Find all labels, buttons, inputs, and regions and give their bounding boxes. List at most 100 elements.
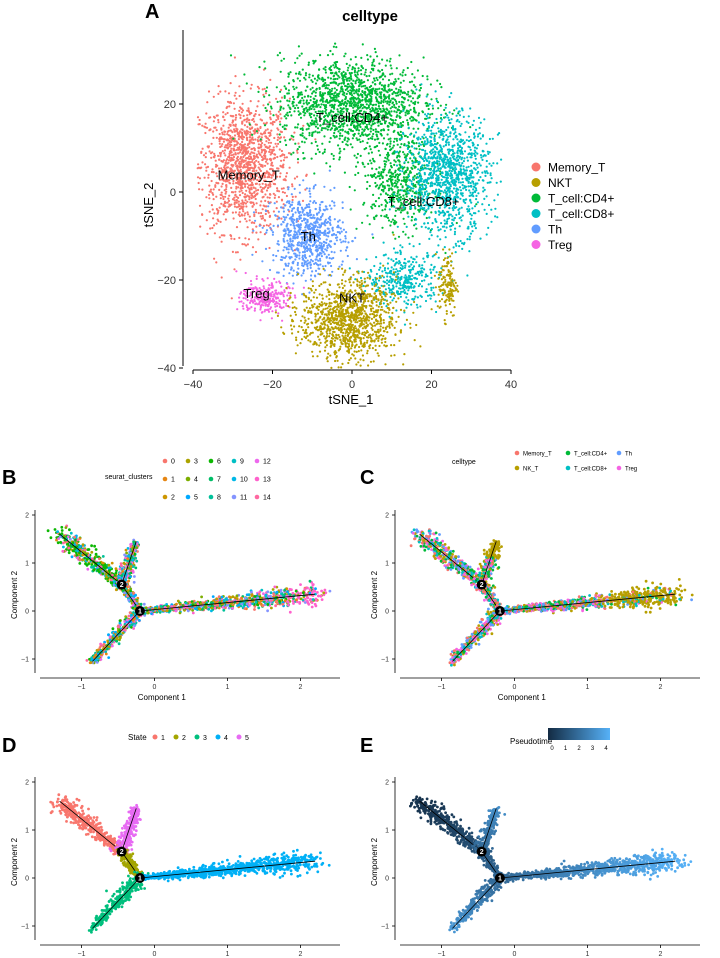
tsne-cell-point (299, 112, 302, 115)
tsne-cell-point (307, 127, 310, 130)
tsne-cell-point (320, 201, 323, 204)
tsne-cell-point (355, 91, 358, 94)
tsne-cell-point (357, 132, 360, 135)
tsne-cell-point (220, 194, 223, 197)
tsne-cell-point (264, 135, 267, 138)
tsne-cell-point (372, 128, 375, 132)
tsne-cell-point (437, 181, 440, 184)
tsne-cell-point (299, 93, 302, 96)
tsne-cell-point (197, 181, 200, 185)
tsne-cell-point (389, 272, 392, 275)
tsne-cell-point (353, 100, 356, 103)
tsne-cell-point (324, 86, 328, 89)
tsne-cell-point (268, 138, 271, 142)
tsne-cell-point (449, 172, 452, 175)
tsne-cell-point (220, 178, 223, 181)
tsne-cell-point (337, 95, 340, 98)
tsne-cell-point (384, 271, 388, 274)
tsne-cell-point (404, 262, 407, 265)
tsne-cell-point (276, 133, 279, 136)
tsne-cell-point (429, 282, 432, 285)
tsne-cell-point (210, 156, 213, 159)
tsne-cell-point (401, 170, 404, 173)
tsne-cell-point (233, 173, 237, 176)
tsne-cell-point (422, 148, 425, 152)
tsne-cell-point (239, 143, 242, 146)
tsne-cell-point (264, 186, 267, 189)
tsne-cell-point (329, 49, 332, 53)
tsne-cell-point (349, 93, 352, 96)
tsne-cell-point (397, 276, 400, 280)
tsne-cell-point (241, 122, 244, 125)
tsne-cell-point (264, 106, 267, 110)
tsne-cell-point (439, 120, 442, 123)
tsne-cell-point (293, 88, 296, 91)
tsne-cell-point (435, 143, 438, 146)
tsne-cell-point (385, 153, 389, 156)
tsne-cell-point (241, 102, 244, 105)
tsne-cell-point (242, 177, 245, 180)
tsne-cell-point (391, 273, 394, 276)
tsne-cell-point (284, 139, 287, 142)
tsne-cell-point (386, 142, 389, 146)
tsne-cell-point (338, 156, 341, 159)
tsne-cell-point (401, 131, 404, 134)
tsne-cell-point (257, 140, 260, 143)
tsne-cell-point (289, 107, 292, 111)
tsne-cell-point (363, 73, 366, 76)
tsne-cell-point (345, 143, 348, 146)
tsne-cell-point (389, 64, 392, 67)
tsne-cell-point (376, 184, 379, 187)
tsne-cell-point (372, 67, 375, 70)
tsne-cell-point (297, 142, 300, 145)
tsne-cell-point (269, 112, 272, 115)
tsne-cell-point (219, 220, 222, 223)
tsne-cell-point (469, 156, 472, 159)
tsne-cell-point (465, 175, 468, 178)
tsne-cell-point (305, 128, 308, 131)
tsne-cell-point (429, 268, 432, 271)
tsne-cell-point (377, 171, 380, 174)
tsne-cell-point (453, 152, 456, 155)
tsne-cell-point (264, 193, 267, 196)
tsne-cell-point (436, 226, 439, 229)
tsne-cell-point (421, 74, 424, 78)
tsne-cell-point (406, 168, 409, 171)
tsne-cell-point (492, 162, 495, 165)
tsne-cell-point (451, 180, 454, 183)
tsne-cell-point (291, 100, 294, 103)
tsne-cell-point (326, 128, 329, 131)
tsne-cell-point (469, 223, 472, 226)
tsne-cell-point (329, 104, 332, 107)
tsne-cell-point (392, 268, 395, 271)
tsne-cell-point (473, 132, 476, 135)
tsne-cell-point (388, 88, 391, 91)
tsne-cell-point (378, 154, 382, 157)
tsne-cell-point (395, 102, 398, 105)
tsne-cell-point (267, 224, 270, 227)
tsne-cell-point (416, 296, 419, 299)
tsne-cell-point (337, 92, 340, 95)
tsne-cell-point (399, 251, 402, 254)
tsne-cell-point (445, 103, 448, 106)
tsne-cell-point (226, 201, 229, 204)
tsne-cell-point (383, 97, 386, 100)
tsne-cell-point (354, 75, 358, 78)
tsne-cell-point (453, 169, 456, 172)
tsne-cell-point (252, 167, 255, 170)
tsne-cell-point (467, 139, 471, 143)
tsne-cell-point (389, 171, 393, 174)
tsne-cell-point (243, 124, 246, 127)
tsne-cell-point (346, 140, 349, 143)
tsne-cell-point (370, 282, 373, 285)
tsne-cell-point (382, 85, 385, 88)
tsne-cell-point (330, 89, 333, 92)
tsne-cell-point (427, 129, 430, 132)
tsne-cell-point (248, 215, 251, 218)
tsne-cell-point (389, 275, 392, 278)
tsne-cell-point (409, 117, 412, 120)
tsne-cell-point (430, 211, 433, 214)
tsne-cell-point (386, 279, 389, 282)
tsne-cell-point (356, 161, 359, 164)
tsne-cell-point (456, 159, 459, 162)
